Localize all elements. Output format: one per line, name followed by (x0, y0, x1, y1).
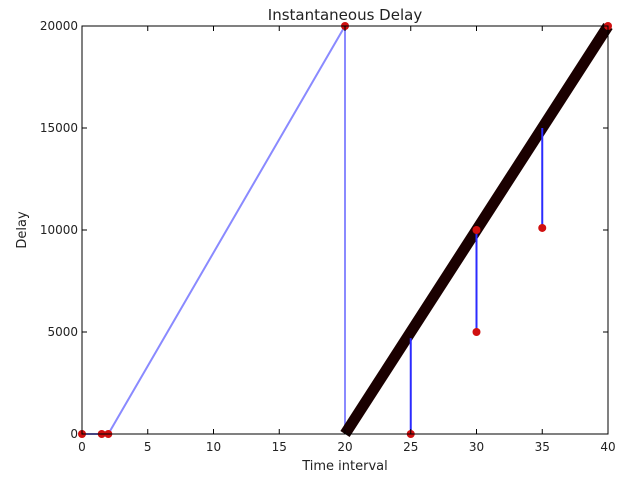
x-tick-label: 25 (403, 440, 418, 454)
y-tick-label: 0 (70, 427, 78, 441)
x-tick-label: 0 (78, 440, 86, 454)
ticks-layer: 0 5 10 15 20 25 30 35 40 0 5000 10000 15000 20000 (40, 19, 616, 454)
y-tick-label: 15000 (40, 121, 78, 135)
x-tick-label: 10 (206, 440, 221, 454)
y-tick-label: 20000 (40, 19, 78, 33)
chart-title: Instantaneous Delay (268, 6, 423, 24)
x-tick-label: 40 (600, 440, 615, 454)
data-point-marker (472, 328, 481, 336)
x-tick-label: 30 (469, 440, 484, 454)
x-tick-label: 20 (337, 440, 352, 454)
y-tick-label: 10000 (40, 223, 78, 237)
y-axis-title: Delay (15, 211, 30, 249)
x-tick-label: 15 (272, 440, 287, 454)
series-line-0 (82, 22, 346, 435)
data-point-marker (538, 223, 547, 232)
series-layer (82, 22, 613, 437)
data-point-marker (472, 226, 481, 234)
x-axis-title: Time interval (301, 459, 388, 474)
y-tick-label: 5000 (47, 325, 78, 339)
x-tick-label: 5 (144, 440, 152, 454)
x-tick-label: 35 (535, 440, 550, 454)
